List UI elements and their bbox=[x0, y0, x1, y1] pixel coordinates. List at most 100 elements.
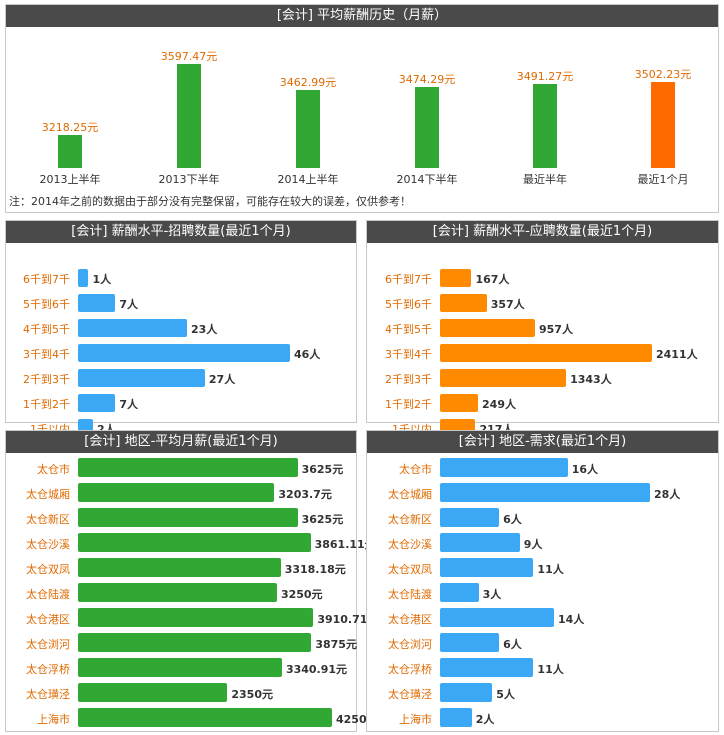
region-demand-bar bbox=[440, 558, 534, 577]
region-salary-category-label: 太仓璜泾 bbox=[26, 687, 70, 701]
region-demand-bar bbox=[440, 533, 520, 552]
applicant-count-chart: 6千到7千 167人 5千到6千 357人 4千到5千 957人 3千到4千 2411人 2千到… bbox=[367, 243, 718, 437]
applicant-category-label: 6千到7千 bbox=[385, 273, 432, 286]
recruit-count-title: [会计] 薪酬水平-招聘数量(最近1个月) bbox=[6, 221, 356, 243]
salary-history-chart: 3218.25元 2013上半年 3597.47元 2013下半年 3462.99元 20… bbox=[6, 27, 718, 187]
region-salary-panel: [会计] 地区-平均月薪(最近1个月) 太仓市 3625元 太仓城厢 3203.7元太… bbox=[5, 430, 378, 732]
salary-history-panel: [会计] 平均薪酬历史（月薪） 3218.25元 2013上半年 3597.47元 2… bbox=[5, 4, 719, 213]
history-bar bbox=[296, 89, 320, 168]
history-value-label: 3462.99元 bbox=[279, 75, 337, 89]
region-demand-value-label: 6人 bbox=[503, 512, 522, 526]
salary-history-title: [会计] 平均薪酬历史（月薪） bbox=[6, 5, 718, 27]
recruit-value-label: 23人 bbox=[191, 323, 218, 336]
applicant-bar bbox=[440, 294, 487, 312]
region-salary-bar bbox=[78, 533, 311, 552]
recruit-bar bbox=[78, 369, 205, 387]
region-salary-bar bbox=[78, 608, 314, 627]
region-demand-category-label: 上海市 bbox=[399, 712, 432, 726]
recruit-count-panel: [会计] 薪酬水平-招聘数量(最近1个月) 6千到7千 1人 5千到6千 7人 4千到5… bbox=[5, 220, 357, 437]
region-salary-category-label: 太仓市 bbox=[37, 462, 70, 476]
region-salary-bar bbox=[78, 508, 298, 527]
region-demand-value-label: 5人 bbox=[496, 687, 515, 701]
recruit-bar bbox=[78, 319, 187, 337]
region-demand-value-label: 9人 bbox=[523, 537, 543, 551]
region-salary-value-label: 3340.91元 bbox=[285, 662, 348, 676]
region-demand-category-label: 太仓陆渡 bbox=[388, 587, 432, 601]
applicant-category-label: 1千到2千 bbox=[385, 398, 432, 411]
history-bar bbox=[533, 84, 557, 168]
region-salary-category-label: 太仓城厢 bbox=[26, 487, 70, 501]
region-salary-category-label: 太仓新区 bbox=[26, 512, 70, 526]
region-salary-category-label: 太仓浮桥 bbox=[26, 662, 70, 676]
recruit-category-label: 6千到7千 bbox=[23, 273, 70, 286]
region-salary-value-label: 2350元 bbox=[231, 687, 273, 701]
recruit-category-label: 2千到3千 bbox=[23, 373, 70, 386]
recruit-bar bbox=[78, 344, 290, 362]
recruit-category-label: 4千到5千 bbox=[23, 323, 70, 336]
applicant-category-label: 5千到6千 bbox=[385, 298, 432, 311]
region-demand-bar bbox=[440, 633, 500, 652]
salary-history-note: 注：2014年之前的数据由于部分没有完整保留，可能存在较大的误差，仅供参考！ bbox=[9, 195, 411, 208]
region-salary-category-label: 太仓浏河 bbox=[26, 637, 70, 651]
recruit-category-label: 3千到4千 bbox=[23, 348, 70, 361]
history-value-label: 3597.47元 bbox=[160, 50, 218, 64]
region-demand-value-label: 3人 bbox=[482, 587, 502, 601]
region-demand-bar bbox=[440, 608, 554, 627]
recruit-value-label: 46人 bbox=[294, 348, 321, 361]
recruit-category-label: 1千到2千 bbox=[23, 398, 70, 411]
region-demand-value-label: 11人 bbox=[537, 662, 564, 676]
region-salary-value-label: 3910.71元 bbox=[317, 612, 379, 626]
recruit-value-label: 27人 bbox=[208, 373, 236, 386]
region-salary-category-label: 太仓港区 bbox=[26, 612, 70, 626]
history-category-label: 2014上半年 bbox=[277, 173, 339, 186]
region-demand-bar bbox=[440, 683, 493, 702]
applicant-value-label: 1343人 bbox=[570, 373, 612, 386]
region-salary-value-label: 3861.11元 bbox=[314, 537, 376, 551]
recruit-value-label: 7人 bbox=[119, 398, 138, 411]
region-salary-category-label: 太仓沙溪 bbox=[26, 537, 70, 551]
applicant-value-label: 2411人 bbox=[656, 348, 698, 361]
recruit-bar bbox=[78, 294, 116, 312]
region-demand-bar bbox=[440, 458, 568, 477]
region-demand-title: [会计] 地区-需求(最近1个月) bbox=[367, 431, 718, 453]
history-category-label: 最近1个月 bbox=[637, 173, 689, 186]
region-demand-bar bbox=[440, 508, 500, 527]
history-value-label: 3491.27元 bbox=[516, 70, 574, 84]
region-salary-bar bbox=[78, 583, 277, 602]
history-value-label: 3502.23元 bbox=[634, 68, 692, 82]
history-value-label: 3474.29元 bbox=[398, 73, 456, 87]
region-demand-value-label: 11人 bbox=[537, 562, 564, 576]
region-salary-category-label: 上海市 bbox=[37, 712, 70, 726]
applicant-value-label: 167人 bbox=[475, 273, 510, 286]
recruit-bar bbox=[78, 269, 89, 287]
region-demand-value-label: 2人 bbox=[475, 712, 495, 726]
region-salary-value-label: 3625元 bbox=[301, 512, 344, 526]
history-bar bbox=[177, 64, 201, 168]
applicant-value-label: 957人 bbox=[539, 323, 573, 336]
applicant-count-title: [会计] 薪酬水平-应聘数量(最近1个月) bbox=[367, 221, 718, 243]
region-salary-category-label: 太仓双凤 bbox=[26, 562, 70, 576]
history-bar bbox=[651, 82, 675, 168]
region-demand-category-label: 太仓城厢 bbox=[388, 487, 432, 501]
region-salary-bar bbox=[78, 483, 275, 502]
region-salary-bar bbox=[78, 683, 228, 702]
region-salary-bar bbox=[78, 633, 312, 652]
region-demand-value-label: 28人 bbox=[654, 487, 681, 501]
region-salary-value-label: 3203.7元 bbox=[278, 487, 332, 501]
region-demand-category-label: 太仓浮桥 bbox=[388, 662, 432, 676]
region-demand-bar bbox=[440, 658, 534, 677]
history-bar bbox=[58, 135, 82, 168]
applicant-category-label: 3千到4千 bbox=[385, 348, 432, 361]
applicant-bar bbox=[440, 369, 567, 387]
region-demand-category-label: 太仓璜泾 bbox=[388, 687, 432, 701]
applicant-bar bbox=[440, 394, 479, 412]
history-category-label: 2013下半年 bbox=[158, 173, 220, 186]
region-demand-category-label: 太仓沙溪 bbox=[388, 537, 432, 551]
region-salary-value-label: 3625元 bbox=[301, 462, 344, 476]
region-salary-bar bbox=[78, 458, 298, 477]
region-salary-value-label: 3875元 bbox=[315, 637, 357, 651]
applicant-bar bbox=[440, 269, 472, 287]
region-demand-category-label: 太仓浏河 bbox=[388, 637, 432, 651]
region-demand-value-label: 14人 bbox=[558, 612, 585, 626]
history-category-label: 2014下半年 bbox=[396, 173, 458, 186]
